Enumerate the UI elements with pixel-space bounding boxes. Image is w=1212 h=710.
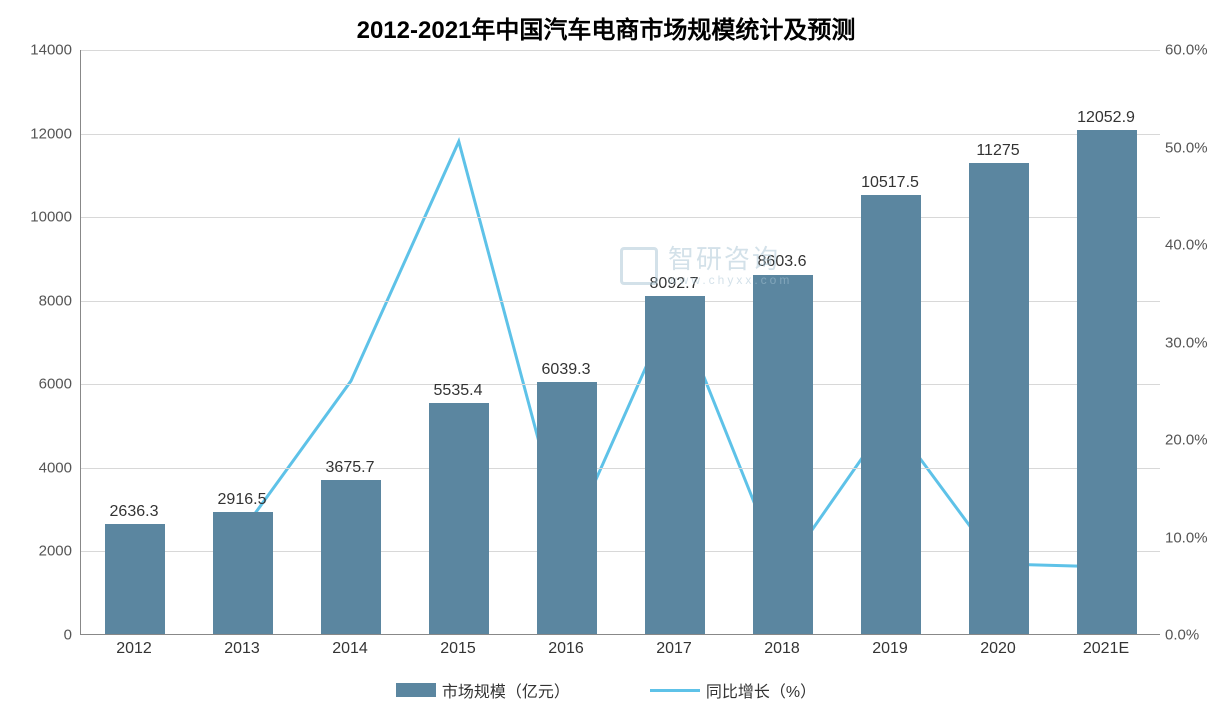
y-left-tick-label: 0: [64, 627, 72, 644]
bar: [861, 195, 920, 634]
bar-data-label: 6039.3: [542, 361, 591, 379]
watermark-sub: www.chyxx.com: [668, 274, 792, 287]
y-right-tick-label: 10.0%: [1165, 529, 1208, 546]
x-tick-label: 2015: [440, 640, 476, 658]
y-left-tick-label: 2000: [39, 543, 72, 560]
y-right-tick-label: 0.0%: [1165, 627, 1199, 644]
y-right-tick-label: 40.0%: [1165, 237, 1208, 254]
plot-area: [80, 50, 1160, 635]
watermark: 智研咨询 www.chyxx.com: [620, 245, 792, 287]
x-tick-label: 2014: [332, 640, 368, 658]
bar-data-label: 2636.3: [110, 503, 159, 521]
x-tick-label: 2017: [656, 640, 692, 658]
y-left-tick-label: 14000: [30, 42, 72, 59]
x-tick-label: 2021E: [1083, 640, 1129, 658]
bar-data-label: 12052.9: [1077, 109, 1135, 127]
bar: [1077, 130, 1136, 634]
bar: [537, 382, 596, 634]
chart-title: 2012-2021年中国汽车电商市场规模统计及预测: [0, 10, 1212, 45]
x-tick-label: 2019: [872, 640, 908, 658]
bar: [969, 163, 1028, 634]
y-right-tick-label: 20.0%: [1165, 432, 1208, 449]
x-tick-label: 2016: [548, 640, 584, 658]
bar-data-label: 2916.5: [218, 491, 267, 509]
y-left-tick-label: 8000: [39, 292, 72, 309]
y-right-tick-label: 60.0%: [1165, 42, 1208, 59]
watermark-main: 智研咨询: [668, 245, 792, 274]
chart-container: 2012-2021年中国汽车电商市场规模统计及预测 0 2000 4000 6000 8…: [0, 0, 1212, 710]
bar: [429, 403, 488, 634]
y-left-tick-label: 10000: [30, 209, 72, 226]
legend-swatch-bar: [396, 683, 436, 697]
legend-label-bar: 市场规模（亿元）: [442, 678, 570, 702]
bar-data-label: 10517.5: [861, 174, 919, 192]
watermark-icon: [620, 247, 658, 285]
bar-data-label: 11275: [976, 142, 1019, 160]
bar: [105, 524, 164, 634]
y-right-tick-label: 50.0%: [1165, 139, 1208, 156]
bar-data-label: 5535.4: [434, 382, 483, 400]
y-left-tick-label: 4000: [39, 459, 72, 476]
x-tick-label: 2013: [224, 640, 260, 658]
x-tick-label: 2018: [764, 640, 800, 658]
bar: [645, 296, 704, 634]
y-right-tick-label: 30.0%: [1165, 334, 1208, 351]
legend-item-line: 同比增长（%）: [650, 678, 816, 702]
bar: [213, 512, 272, 634]
x-tick-label: 2020: [980, 640, 1016, 658]
bar: [321, 480, 380, 634]
legend: 市场规模（亿元） 同比增长（%）: [0, 678, 1212, 702]
legend-swatch-line: [650, 689, 700, 692]
legend-label-line: 同比增长（%）: [706, 678, 816, 702]
gridline: [81, 50, 1160, 51]
y-left-tick-label: 12000: [30, 125, 72, 142]
y-left-tick-label: 6000: [39, 376, 72, 393]
x-tick-label: 2012: [116, 640, 152, 658]
legend-item-bar: 市场规模（亿元）: [396, 678, 570, 702]
bar-data-label: 3675.7: [326, 459, 375, 477]
bar: [753, 275, 812, 635]
gridline: [81, 134, 1160, 135]
